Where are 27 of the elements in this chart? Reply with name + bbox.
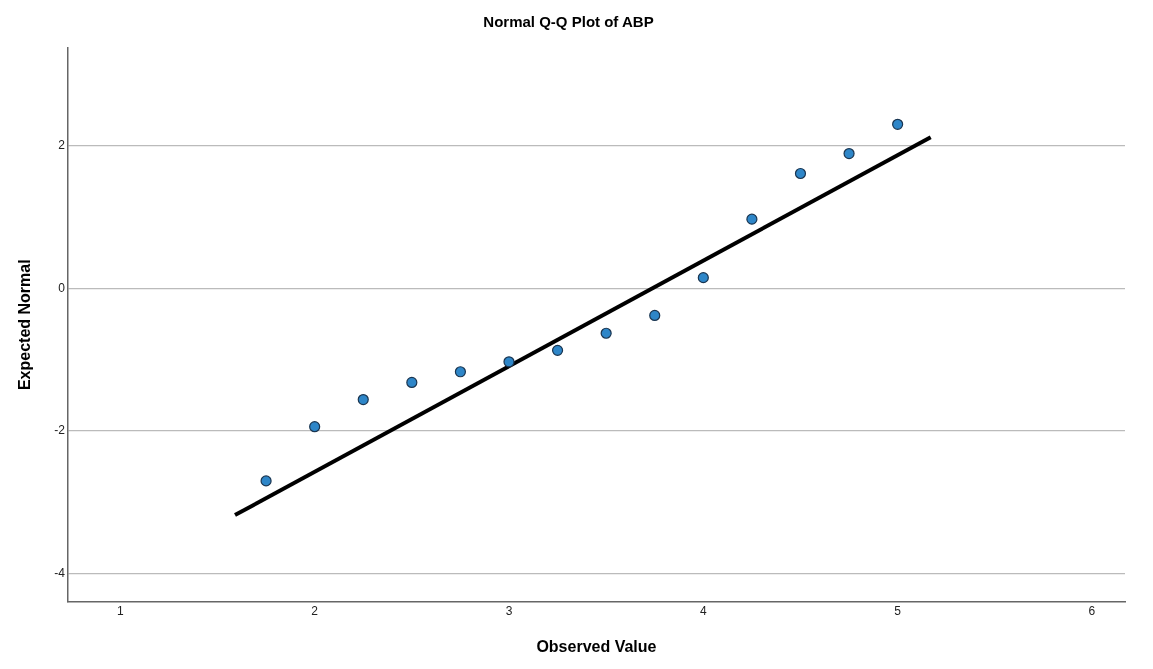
point [357, 393, 369, 406]
point [794, 167, 807, 180]
point [697, 272, 709, 284]
y-tick-label: -4 [54, 565, 66, 580]
x-tick-label: 2 [311, 603, 319, 618]
x-tick-label: 5 [894, 603, 902, 618]
chart-title: Normal Q-Q Plot of ABP [483, 13, 654, 31]
point [600, 327, 612, 339]
point [260, 475, 272, 487]
y-tick-label: -2 [54, 423, 66, 438]
x-tick-label: 4 [699, 603, 707, 618]
point [406, 376, 418, 389]
point [309, 421, 321, 433]
x-tick-label: 1 [116, 603, 124, 618]
point [892, 118, 904, 130]
point [843, 147, 855, 160]
point [454, 366, 467, 378]
y-tick-label: 2 [58, 138, 66, 153]
y-axis-title: Expected Normal [16, 259, 34, 391]
point [746, 213, 758, 225]
point [649, 309, 661, 322]
point [503, 356, 515, 368]
x-tick-label: 6 [1088, 603, 1096, 618]
y-tick-label: 0 [58, 280, 66, 295]
x-axis-title: Observed Value [536, 637, 657, 655]
point [551, 344, 564, 356]
x-tick-label: 3 [505, 603, 513, 618]
